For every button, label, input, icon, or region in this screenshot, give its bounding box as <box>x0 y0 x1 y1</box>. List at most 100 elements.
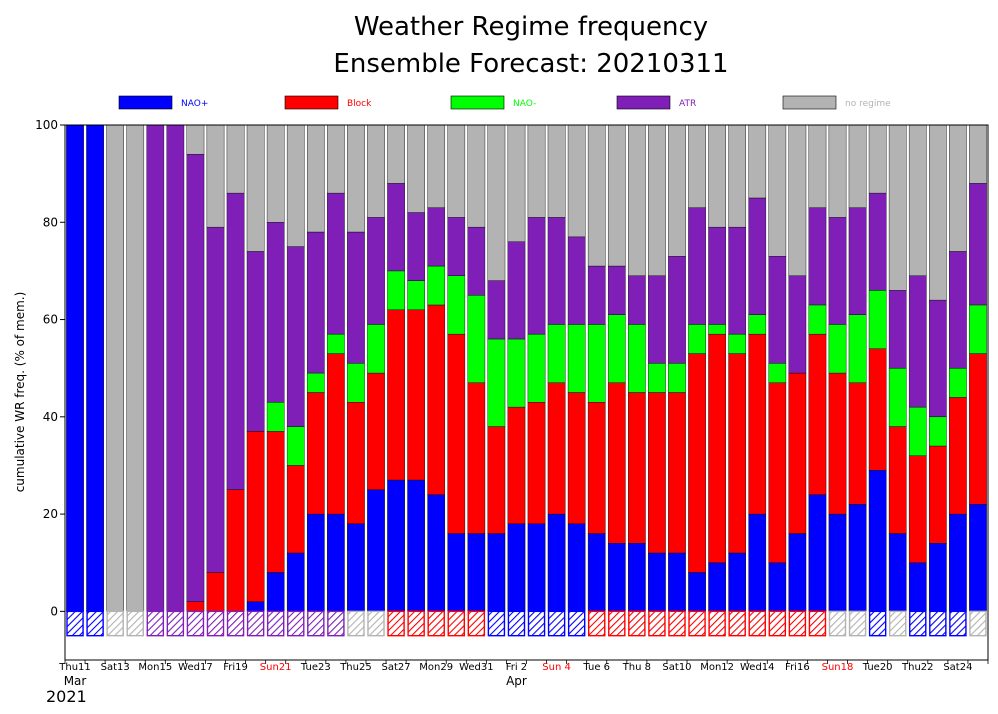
bar-atr <box>447 217 466 276</box>
bar-atr <box>828 217 847 325</box>
bar-no_regime <box>768 124 787 257</box>
bar-nao_plus <box>969 504 987 612</box>
bar-atr <box>186 153 205 602</box>
bar-nao_minus <box>748 314 767 335</box>
bar-nao_plus <box>306 513 325 612</box>
y-tick-label: 0 <box>50 604 58 618</box>
bar-nao_minus <box>527 333 546 403</box>
dominant-box-block <box>407 610 425 637</box>
bar-nao_plus <box>607 543 626 612</box>
bar-nao_minus <box>507 338 526 408</box>
bar-block <box>788 372 807 534</box>
dominant-box-block <box>447 610 465 637</box>
bar-nao_plus <box>908 562 927 612</box>
bar-nao_plus <box>848 504 867 612</box>
bar-nao_minus <box>808 304 827 335</box>
legend-label-nao_minus: NAO- <box>513 99 536 109</box>
bar-no_regime <box>266 124 285 223</box>
x-tick-label: Thu22 <box>901 662 934 673</box>
x-tick-label: Fri 2 <box>506 662 527 673</box>
dominant-box-block <box>467 610 486 637</box>
dominant-box-atr <box>266 610 285 637</box>
bar-block <box>407 309 425 481</box>
bar-no_regime <box>728 124 747 228</box>
dominant-box-block <box>608 610 626 637</box>
bar-nao_minus <box>407 280 425 311</box>
bar-nao_minus <box>929 416 947 447</box>
x-tick-label: Tue 6 <box>582 662 610 673</box>
x-tick-label: Thu11 <box>58 662 91 673</box>
bar-atr <box>146 124 165 612</box>
bar-block <box>387 309 405 481</box>
bar-no_regime <box>888 124 907 291</box>
bar-nao_plus <box>286 552 305 612</box>
dominant-box-atr <box>246 610 265 637</box>
bar-block <box>648 392 666 554</box>
bar-nao_minus <box>688 324 706 354</box>
bar-atr <box>306 231 325 374</box>
bar-nao_plus <box>768 562 787 612</box>
bar-block <box>347 402 365 525</box>
bar-nao_plus <box>447 533 466 612</box>
bar-nao_minus <box>547 324 566 383</box>
bar-atr <box>929 299 947 418</box>
bar-nao_plus <box>587 533 606 612</box>
bar-block <box>668 392 686 554</box>
dominant-box-nao_plus <box>567 610 586 637</box>
bar-block <box>607 382 626 544</box>
y-tick-label: 80 <box>43 215 58 229</box>
bar-atr <box>507 241 526 340</box>
bar-nao_minus <box>607 314 626 383</box>
bar-nao_plus <box>668 552 686 612</box>
bar-no_regime <box>126 124 145 612</box>
bar-nao_plus <box>266 572 285 612</box>
bar-nao_minus <box>367 324 385 374</box>
dominant-box-atr <box>307 610 325 637</box>
dominant-box-atr <box>166 610 185 637</box>
dominant-box-atr <box>206 610 225 637</box>
bar-nao_minus <box>828 324 847 374</box>
x-tick-label: Wed31 <box>459 662 494 673</box>
y-tick-label: 60 <box>43 313 58 327</box>
bar-atr <box>888 290 907 369</box>
dominant-box-block <box>728 610 746 637</box>
month-label: Mar <box>64 674 87 688</box>
bar-atr <box>628 275 646 325</box>
bar-nao_minus <box>467 295 486 383</box>
bar-atr <box>688 207 706 325</box>
bar-no_regime <box>708 124 726 228</box>
legend-label-atr: ATR <box>679 99 696 109</box>
bar-no_regime <box>628 124 646 276</box>
bar-block <box>487 426 506 534</box>
bar-no_regime <box>848 124 867 208</box>
bar-nao_plus <box>66 124 84 612</box>
x-tick-label: Tue23 <box>300 662 331 673</box>
bar-nao_plus <box>748 513 767 612</box>
bar-nao_plus <box>708 562 726 612</box>
bar-atr <box>969 183 987 306</box>
bar-block <box>286 465 305 554</box>
bar-block <box>226 489 245 612</box>
dominant-box-atr <box>327 610 345 637</box>
bar-block <box>427 304 446 495</box>
bar-no_regime <box>547 124 566 218</box>
bar-no_regime <box>908 124 927 276</box>
x-axis: Thu11 Sat13 Mon15 Wed17 Fri19 Sun21 Tue23 Thu25… <box>58 660 989 688</box>
legend-label-no_regime: no regime <box>845 99 891 109</box>
bar-nao_minus <box>628 324 646 393</box>
bar-atr <box>668 256 686 364</box>
bar-block <box>467 382 486 534</box>
bar-no_regime <box>286 124 305 247</box>
chart-title-line1: Weather Regime frequency <box>354 12 708 42</box>
bar-nao_minus <box>587 324 606 403</box>
legend: NAO+ Block NAO- ATR no regime <box>118 95 891 110</box>
bar-no_regime <box>106 124 124 612</box>
x-tick-label: Tue20 <box>862 662 893 673</box>
dominant-box-nao_plus <box>66 610 84 637</box>
bar-no_regime <box>186 124 205 155</box>
bar-no_regime <box>828 124 847 218</box>
bar-block <box>688 353 706 573</box>
bar-nao_minus <box>728 333 747 354</box>
x-tick-label: Fri16 <box>785 662 810 673</box>
bar-atr <box>808 207 827 306</box>
